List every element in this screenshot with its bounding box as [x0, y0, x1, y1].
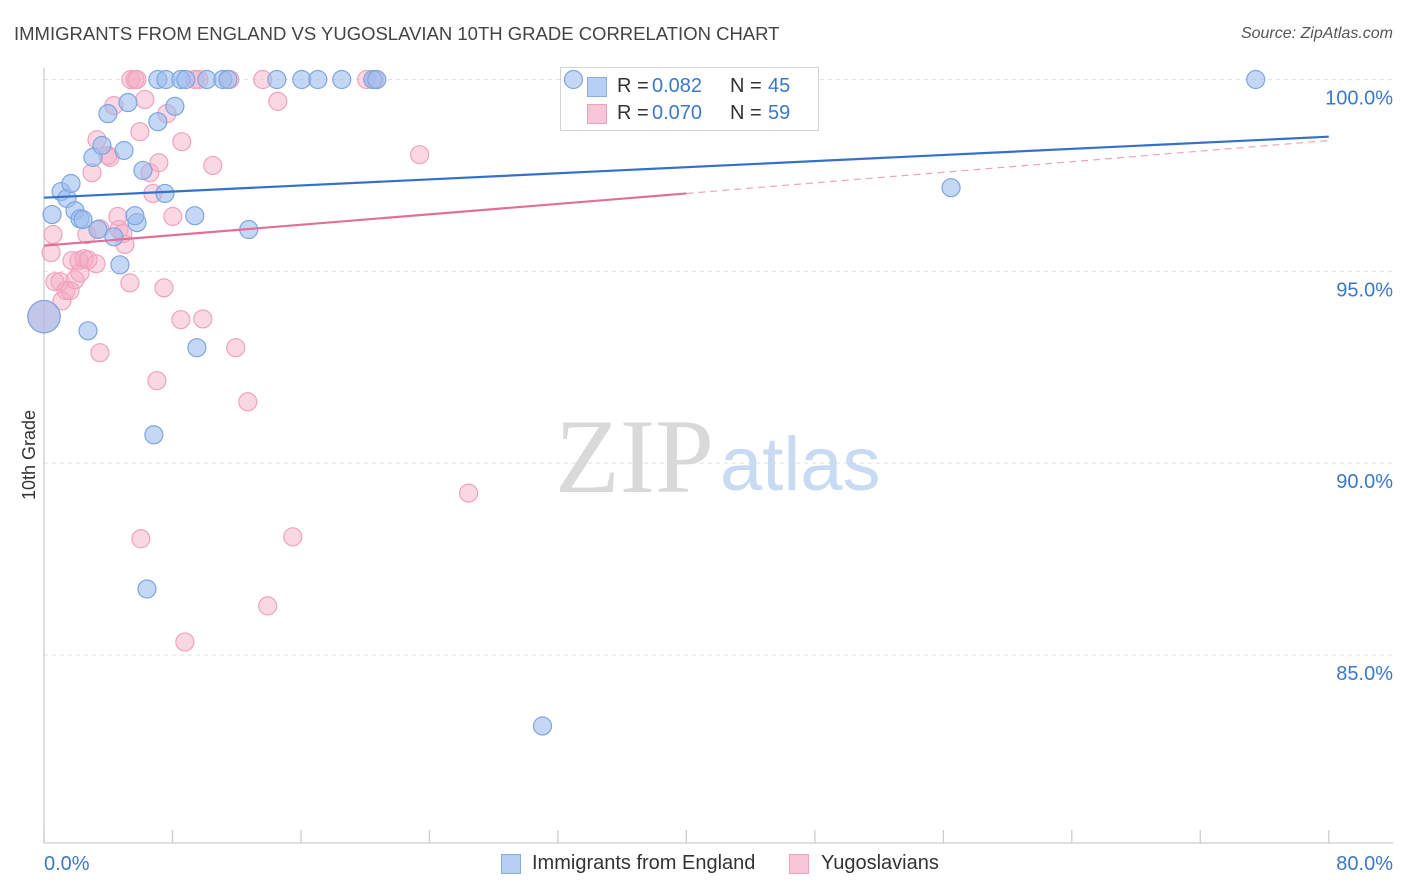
legend-r-label: R =	[617, 102, 649, 124]
yugoslavian-point	[258, 596, 278, 616]
watermark-atlas: atlas	[720, 422, 881, 507]
yugoslavian-point	[52, 291, 72, 311]
england-point	[292, 69, 312, 90]
yugoslavian-point	[410, 145, 430, 165]
england-point	[332, 69, 352, 90]
yugoslavian-point	[163, 206, 183, 227]
yugoslavian-point	[121, 69, 141, 90]
legend-r-label: R =	[617, 75, 649, 97]
legend-n-label: N =	[730, 102, 762, 124]
yugoslavian-point	[120, 273, 140, 293]
england-point	[78, 321, 98, 341]
yugoslavian-point	[171, 310, 191, 330]
y-tick-label-85: 85.0%	[1336, 663, 1393, 685]
yugoslavian-point	[175, 632, 195, 652]
yugoslavian-point	[60, 280, 80, 301]
watermark-zip: ZIP	[555, 398, 714, 515]
yugoslavian-point	[238, 392, 258, 412]
yugoslavian-trend-line	[43, 192, 687, 247]
england-point	[308, 69, 328, 90]
legend-swatch-yugoslavian	[587, 104, 607, 124]
yugoslavian-points	[27, 69, 479, 652]
yugoslavian-point	[90, 343, 110, 363]
england-point	[133, 160, 153, 181]
chart-title: IMMIGRANTS FROM ENGLAND VS YUGOSLAVIAN 1…	[14, 23, 780, 44]
x-tick-label-0: 0.0%	[44, 853, 90, 875]
yugoslavian-point	[268, 91, 288, 111]
axes	[43, 68, 1393, 844]
yugoslavian-point	[43, 224, 63, 245]
y-tick-label-100: 100.0%	[1325, 88, 1393, 110]
yugoslavian-point	[86, 254, 106, 274]
legend-swatch-england	[587, 77, 607, 97]
correlation-legend: R = 0.082 N = 45 R = 0.070 N = 59	[560, 67, 819, 131]
yugoslavian-point	[127, 69, 147, 90]
england-point	[155, 183, 175, 204]
england-point	[367, 69, 387, 90]
england-point	[118, 92, 138, 113]
england-points	[27, 69, 1266, 736]
england-point	[98, 104, 118, 124]
yugoslavian-point	[226, 338, 246, 358]
england-point	[176, 69, 196, 90]
yugoslavian-point	[172, 132, 192, 152]
y-tick-label-90: 90.0%	[1336, 471, 1393, 493]
england-point	[27, 299, 61, 334]
yugoslavian-point	[459, 483, 479, 503]
yugoslavian-point	[130, 122, 150, 142]
legend-r-value-england: 0.082	[652, 75, 703, 97]
england-point	[137, 579, 157, 599]
england-point	[144, 425, 164, 445]
yugoslavian-point	[283, 527, 303, 547]
bottom-legend-swatch-yugoslavian	[789, 854, 809, 874]
legend-n-value-england: 45	[768, 75, 791, 97]
england-point	[532, 716, 553, 736]
source-label: Source: ZipAtlas.com	[1240, 25, 1393, 42]
england-point	[941, 178, 961, 198]
england-point	[114, 140, 134, 161]
england-point	[92, 135, 112, 156]
yugoslavian-point	[131, 529, 151, 549]
england-point	[61, 173, 81, 194]
england-point	[187, 338, 207, 358]
watermark: ZIP atlas	[555, 398, 881, 515]
england-point	[185, 206, 205, 226]
y-axis-title: 10th Grade	[19, 410, 39, 500]
yugoslavian-point	[135, 89, 155, 110]
bottom-legend-label-england: Immigrants from England	[532, 852, 756, 874]
yugoslavian-point	[203, 155, 223, 176]
england-point	[218, 69, 238, 90]
england-point	[267, 69, 287, 90]
x-tick-label-80: 80.0%	[1336, 853, 1393, 875]
yugoslavian-point	[147, 371, 167, 391]
england-point	[88, 219, 108, 240]
y-tick-label-95: 95.0%	[1336, 279, 1393, 301]
england-point	[42, 204, 62, 225]
bottom-legend-swatch-england	[501, 854, 521, 874]
england-point	[125, 206, 145, 226]
legend-r-value-yugoslavian: 0.070	[652, 102, 703, 124]
england-point	[73, 209, 93, 230]
yugoslavian-trend-line-extension	[686, 139, 1329, 195]
yugoslavian-point	[149, 153, 169, 173]
yugoslavian-point	[193, 309, 213, 329]
england-point	[165, 96, 185, 116]
england-point	[104, 227, 124, 247]
england-point	[110, 255, 130, 275]
yugoslavian-point	[154, 278, 174, 298]
england-point	[148, 112, 168, 132]
trend-lines	[43, 135, 1329, 247]
legend-n-value-yugoslavian: 59	[768, 102, 791, 124]
england-trend-line	[43, 135, 1329, 199]
england-point	[197, 69, 217, 90]
legend-n-label: N =	[730, 75, 762, 97]
bottom-legend-label-yugoslavian: Yugoslavians	[821, 852, 939, 874]
england-point	[563, 69, 584, 90]
england-point	[1246, 69, 1266, 90]
